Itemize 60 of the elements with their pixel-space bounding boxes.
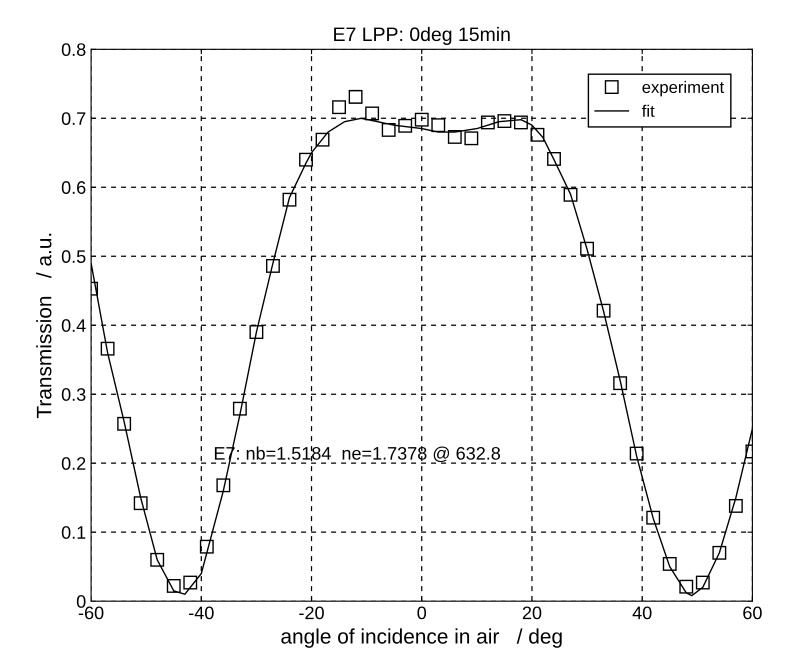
point [282, 192, 296, 207]
point [464, 131, 478, 146]
point [514, 115, 528, 130]
x-tick-label: -60 [78, 606, 104, 620]
point [382, 123, 396, 137]
legend-label: fit [642, 104, 655, 117]
point [100, 342, 115, 356]
point [596, 304, 611, 318]
point [630, 446, 644, 460]
legend-label: experiment [642, 80, 724, 96]
y-tick-label: 0 [76, 595, 86, 608]
point [662, 556, 677, 571]
y-tick-label: 0.3 [62, 388, 86, 401]
point [712, 546, 726, 560]
point [299, 152, 313, 167]
point [414, 112, 429, 127]
y-tick-label: 0.4 [62, 319, 86, 332]
point [316, 132, 330, 147]
point [232, 402, 247, 416]
point [166, 579, 181, 593]
y-tick-label: 0.7 [62, 112, 86, 125]
point [348, 90, 363, 104]
x-tick-label: -40 [189, 606, 214, 620]
x-tick-label: 40 [632, 606, 652, 620]
y-tick-label: 0.2 [62, 457, 86, 470]
point [134, 496, 148, 510]
chart-title: E7 LPP: 0deg 15min [334, 26, 510, 45]
point [679, 580, 694, 594]
point [266, 258, 280, 273]
point [530, 128, 544, 142]
y-tick-label: 0.8 [62, 43, 86, 56]
point [365, 106, 380, 120]
point [728, 499, 743, 513]
point [431, 118, 446, 132]
point [183, 576, 198, 590]
y-axis-title: Transmission / a.u. [36, 234, 52, 418]
point [497, 114, 512, 128]
point [646, 510, 660, 525]
point [200, 540, 214, 554]
y-tick-label: 0.1 [62, 526, 86, 539]
point [547, 152, 561, 166]
point [480, 115, 495, 130]
point [613, 376, 628, 390]
x-tick-label: 20 [522, 606, 542, 620]
point [696, 576, 710, 590]
point [398, 118, 412, 133]
point [249, 325, 264, 340]
point [564, 188, 578, 202]
x-tick-label: -20 [299, 606, 324, 620]
point [117, 416, 132, 431]
point [332, 100, 346, 114]
x-tick-label: 60 [743, 606, 762, 620]
point [448, 130, 462, 144]
point [150, 552, 164, 567]
y-tick-label: 0.5 [62, 250, 86, 263]
y-tick-label: 0.6 [62, 181, 86, 194]
point [580, 242, 594, 256]
x-axis-title: angle of incidence in air / deg [281, 628, 562, 648]
x-tick-label: 0 [417, 606, 426, 620]
point [216, 478, 230, 492]
